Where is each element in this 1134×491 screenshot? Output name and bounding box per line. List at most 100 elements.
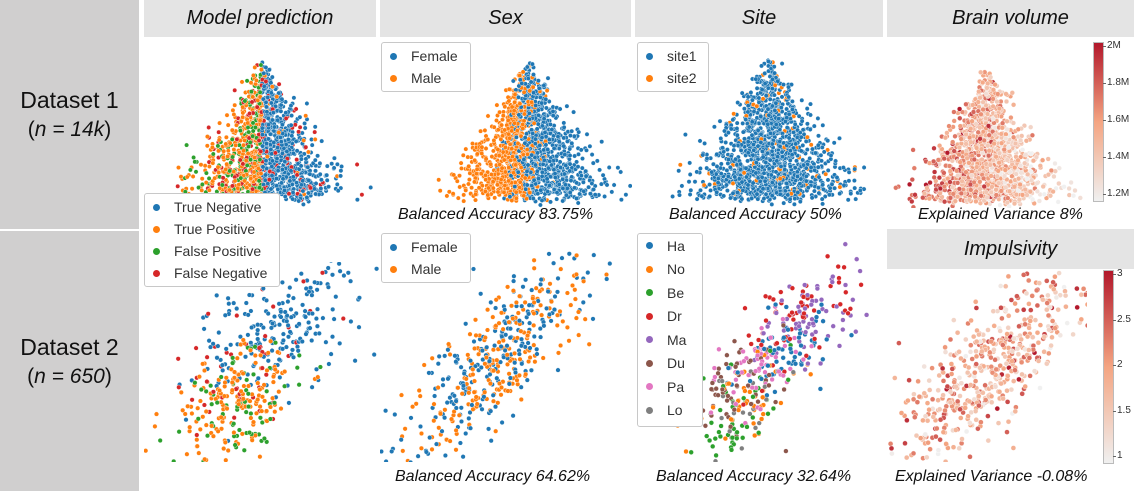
data-point xyxy=(579,165,585,171)
data-point xyxy=(489,172,494,177)
data-point xyxy=(718,171,724,177)
data-point xyxy=(848,191,854,197)
data-point xyxy=(238,128,243,134)
data-point xyxy=(230,154,236,160)
data-point xyxy=(492,195,498,201)
data-point xyxy=(509,128,515,134)
data-point xyxy=(266,136,271,142)
data-point xyxy=(786,135,792,141)
data-point xyxy=(818,152,824,158)
data-point xyxy=(809,195,815,201)
data-point xyxy=(270,110,276,116)
data-point xyxy=(225,154,231,159)
data-point xyxy=(760,96,766,102)
data-point xyxy=(740,187,746,193)
data-point xyxy=(561,171,567,177)
data-point xyxy=(444,193,450,199)
data-point xyxy=(715,180,721,186)
data-point xyxy=(623,192,629,198)
data-point xyxy=(784,125,790,131)
row-header-dataset-2: Dataset 2 (n = 650) xyxy=(0,231,141,491)
data-point xyxy=(739,90,745,96)
data-point xyxy=(837,184,843,190)
data-point xyxy=(791,201,797,207)
data-point xyxy=(539,100,545,106)
data-point xyxy=(754,191,760,197)
data-point xyxy=(461,192,467,198)
data-point xyxy=(771,64,777,70)
data-point xyxy=(730,117,736,123)
data-point xyxy=(745,139,751,145)
data-point xyxy=(524,147,530,153)
data-point xyxy=(288,122,294,128)
data-point xyxy=(485,192,491,198)
data-point xyxy=(495,147,501,153)
data-point xyxy=(816,133,821,139)
data-point xyxy=(714,164,720,169)
data-point xyxy=(745,158,751,164)
data-point xyxy=(497,109,503,115)
data-point xyxy=(507,141,513,147)
data-point xyxy=(312,124,318,130)
data-point xyxy=(550,109,556,114)
data-point xyxy=(534,168,540,174)
data-point xyxy=(726,157,731,162)
data-point xyxy=(803,165,809,171)
data-point xyxy=(279,122,285,128)
data-point xyxy=(600,172,606,178)
data-point xyxy=(301,138,307,143)
data-point xyxy=(777,144,783,149)
data-point xyxy=(529,61,535,67)
data-point xyxy=(509,146,515,152)
data-point xyxy=(535,150,541,156)
data-point xyxy=(225,148,231,154)
data-point xyxy=(450,191,456,197)
data-point xyxy=(290,150,296,156)
data-point xyxy=(231,169,237,174)
data-point xyxy=(490,185,496,191)
data-point xyxy=(819,158,824,164)
data-point xyxy=(606,165,612,170)
data-point xyxy=(797,130,803,136)
data-point xyxy=(743,117,749,122)
data-point xyxy=(537,202,543,208)
data-point xyxy=(775,78,781,84)
data-point xyxy=(555,134,561,140)
data-point xyxy=(234,122,239,128)
data-point xyxy=(270,158,275,164)
data-point xyxy=(469,185,475,191)
data-point xyxy=(494,102,500,108)
data-point xyxy=(294,180,300,186)
data-point xyxy=(199,187,205,193)
data-point xyxy=(587,191,593,197)
data-point xyxy=(207,164,212,169)
data-point xyxy=(517,101,523,107)
data-point xyxy=(734,126,740,131)
data-point xyxy=(811,123,817,129)
data-point xyxy=(221,148,227,154)
data-point xyxy=(556,181,562,187)
data-point xyxy=(220,155,226,160)
data-point xyxy=(234,136,240,142)
data-point xyxy=(781,82,786,87)
data-point xyxy=(746,124,752,130)
data-point xyxy=(518,145,524,151)
data-point xyxy=(476,185,482,191)
data-point xyxy=(210,160,216,166)
data-point xyxy=(692,179,698,185)
data-point xyxy=(257,185,262,191)
data-point xyxy=(549,127,555,132)
data-point xyxy=(522,111,527,117)
data-point xyxy=(240,104,246,110)
data-point xyxy=(252,161,258,166)
data-point xyxy=(700,152,706,158)
data-point xyxy=(500,117,505,123)
data-point xyxy=(283,110,289,116)
data-point xyxy=(761,170,767,176)
data-point xyxy=(232,102,238,108)
data-point xyxy=(745,182,751,188)
data-point xyxy=(289,113,295,119)
data-point xyxy=(777,176,783,182)
data-point xyxy=(329,161,335,167)
data-point xyxy=(200,181,205,187)
